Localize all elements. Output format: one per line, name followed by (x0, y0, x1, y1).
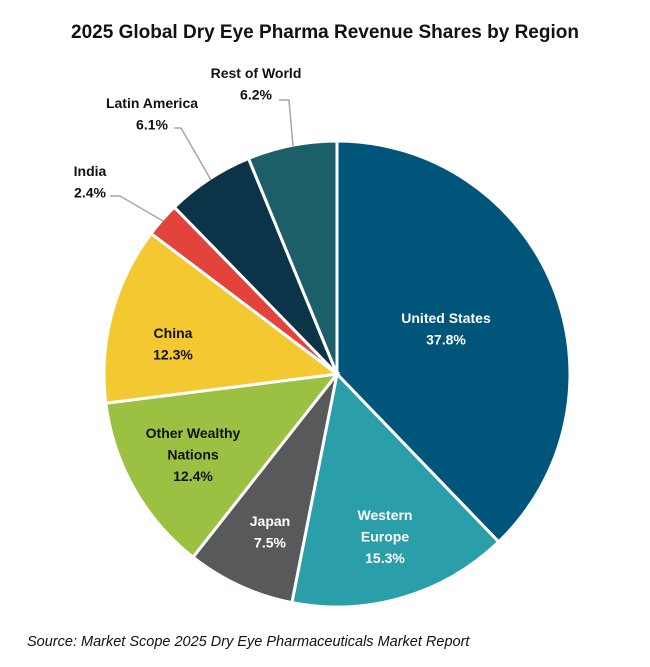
data-label: Latin America 6.1% (106, 95, 198, 133)
leader-line (110, 195, 164, 222)
source-note: Source: Market Scope 2025 Dry Eye Pharma… (27, 634, 470, 650)
slice-china (102, 231, 341, 405)
slice-united-states (335, 139, 572, 544)
leader-line (279, 99, 294, 147)
slice-other-wealthy-nations (104, 372, 341, 560)
leader-line (174, 127, 212, 181)
data-label: Western Europe 15.3% (358, 507, 413, 566)
data-label: India 2.4% (74, 163, 107, 201)
data-label: Rest of World 6.2% (211, 65, 302, 103)
chart-title: 2025 Global Dry Eye Pharma Revenue Share… (71, 22, 579, 43)
data-label: Other Wealthy Nations 12.4% (146, 425, 241, 484)
data-label: Japan 7.5% (250, 513, 290, 551)
slice-rest-of-world (246, 139, 339, 375)
slice-western-europe (290, 370, 501, 609)
data-label: United States 37.8% (401, 310, 491, 348)
slice-japan (190, 373, 339, 605)
data-label: China 12.3% (153, 325, 193, 363)
